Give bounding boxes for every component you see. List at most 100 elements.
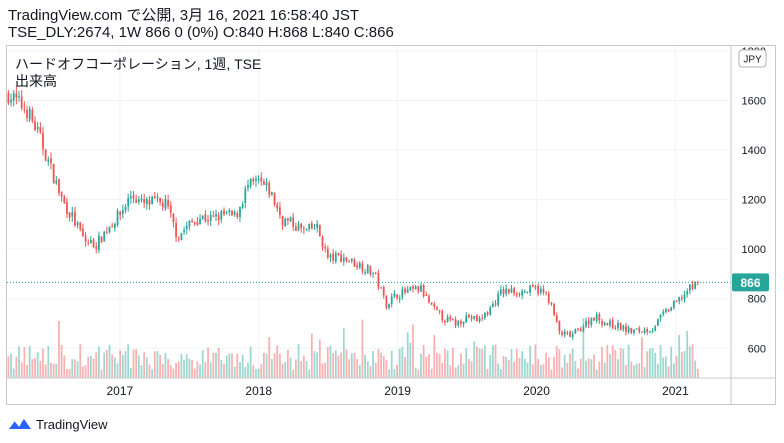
volume-bar [294,359,297,378]
candle-body [39,127,42,133]
candle-body [121,210,124,214]
candle-body [449,316,452,320]
y-tick-label: 1200 [742,195,766,207]
candle-body [329,254,332,258]
volume-bar [92,358,95,378]
volume-bar [66,369,68,378]
candle-body [310,223,313,229]
volume-bar [284,362,287,378]
candle-body [518,293,521,295]
candle-body [433,304,436,307]
candle-body [220,210,223,220]
volume-bar [462,363,465,378]
volume-bar [358,364,361,378]
volume-bar [412,324,414,378]
candle-body [103,231,106,242]
candle-body [372,272,374,275]
candle-body [281,215,284,226]
volume-bar [191,359,193,378]
candle-body [377,272,380,288]
volume-bar [71,359,74,378]
volume-bar [641,337,643,378]
candle-body [606,323,609,325]
candle-body [76,222,79,226]
volume-bar [42,348,44,378]
candle-body [425,295,428,297]
footer-brand[interactable]: TradingView [8,415,108,433]
volume-bar [119,350,122,378]
volume-bar [28,345,31,378]
volume-bar [15,356,18,378]
volume-bar [542,364,545,378]
volume-bar [430,368,433,378]
candle-body [611,319,614,329]
volume-bar [50,362,52,378]
candle-body [209,215,212,221]
volume-bar [611,345,614,378]
volume-bar [489,354,492,378]
volume-bar [385,359,388,378]
candle-body [627,327,630,332]
volume-bar [201,350,204,378]
candle-body [361,263,364,272]
volume-bar [513,361,516,378]
volume-bar [271,359,273,378]
volume-bar [249,346,252,378]
candle-body [393,293,396,297]
candle-body [140,198,143,200]
volume-bar [98,346,100,378]
candle-body [98,235,100,251]
candle-body [207,220,209,222]
volume-bar [231,353,233,378]
candle-body [169,205,172,213]
candle-body [247,185,249,188]
volume-bar [204,362,207,378]
candle-body [71,212,74,217]
volume-bar [457,365,460,378]
candle-body [550,302,553,304]
candle-body [92,239,95,247]
candle-body [587,320,590,325]
candle-body [436,307,438,310]
volume-bar [220,359,223,378]
y-tick-label: 1600 [742,96,766,108]
volume-bar [159,354,162,378]
volume-bar [404,356,406,378]
publish-info: TradingView.com で公開, 3月 16, 2021 16:58:4… [8,7,360,24]
candle-body [417,286,420,292]
volume-bar [79,344,82,378]
candle-body [159,197,162,202]
volume-bar [396,364,398,378]
volume-bar [569,353,571,378]
volume-bar [377,348,380,378]
y-tick-label: 600 [748,343,766,355]
candle-body [486,312,489,315]
candle-body [273,192,276,205]
candle-body [217,215,220,221]
candle-body [20,96,23,108]
candle-body [236,213,239,217]
volume-bar [414,367,417,378]
candle-body [513,288,516,294]
volume-bar [308,369,311,378]
chart-frame [6,45,776,405]
candle-body [305,229,308,231]
volume-bar [545,352,547,378]
candle-body [63,196,66,203]
volume-bar [657,363,659,378]
candle-body [555,315,558,322]
candle-body [489,307,492,316]
candle-body [654,326,657,331]
volume-bar [113,357,116,378]
volume-bar [207,347,209,378]
volume-bar [63,355,66,378]
volume-bar [111,354,114,378]
candle-body [145,198,148,205]
volume-bar [380,352,382,378]
candle-body [678,296,681,302]
volume-bar [132,349,135,378]
candle-body [326,248,329,258]
candle-body [23,108,26,110]
candle-body [534,286,537,288]
